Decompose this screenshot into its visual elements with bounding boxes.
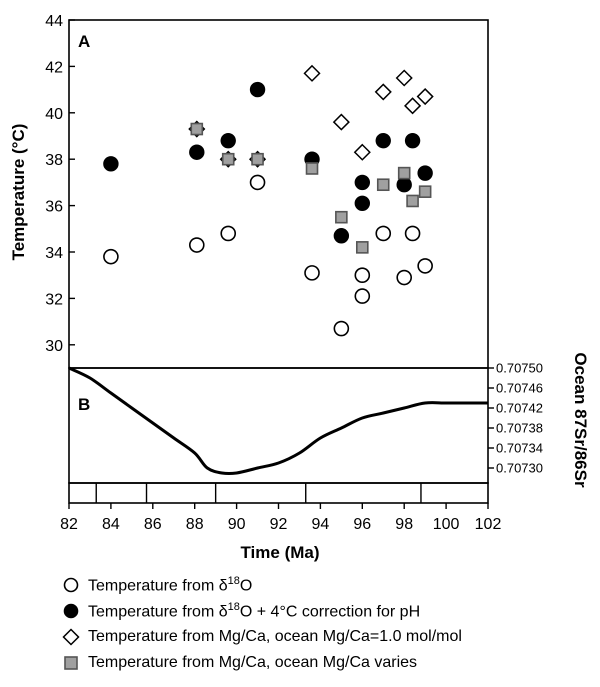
open-circle-point <box>396 269 413 286</box>
gray-square-point <box>355 241 369 254</box>
stage-strip <box>68 482 489 504</box>
open-diamond-point <box>332 113 350 131</box>
open-circle-point <box>188 237 205 253</box>
x-tick-label: 102 <box>475 516 502 533</box>
x-tick-label: 86 <box>144 516 162 533</box>
panel-a-label: A <box>78 32 90 51</box>
open-circle-point <box>249 174 266 191</box>
y-axis-title-b: Ocean 87Sr/86Sr <box>571 352 590 488</box>
x-tick-label: 84 <box>102 516 120 533</box>
x-tick-label: 94 <box>312 516 330 533</box>
open-circle-point <box>354 288 371 304</box>
open-circle-point <box>333 320 350 337</box>
legend: Temperature from δ18O Temperature from δ… <box>62 572 592 676</box>
filled-circle-point <box>404 132 421 149</box>
panel-b-frame <box>68 367 489 484</box>
y-tick-label-b: 0.70730 <box>496 461 543 476</box>
legend-item-d18o-ph: Temperature from δ18O + 4°C correction f… <box>62 598 592 624</box>
filled-circle-point <box>354 195 370 211</box>
open-diamond-icon <box>62 628 80 646</box>
gray-square-point <box>397 166 411 180</box>
y-tick-label-a: 42 <box>45 59 63 76</box>
y-tick-label-a: 36 <box>45 199 63 216</box>
y-tick-label-b: 0.70734 <box>496 441 543 456</box>
gray-square-point <box>376 178 390 192</box>
legend-item-d18o: Temperature from δ18O <box>62 572 592 598</box>
legend-label-mgca-varies: Temperature from Mg/Ca, ocean Mg/Ca vari… <box>88 654 418 671</box>
open-diamond-point <box>303 64 321 82</box>
stage-boundaries <box>95 483 422 503</box>
legend-item-mgca-const: Temperature from Mg/Ca, ocean Mg/Ca=1.0 … <box>62 624 592 650</box>
filled-circle-point <box>396 177 412 193</box>
y-tick-label-b: 0.70742 <box>496 401 543 416</box>
filled-circle-point <box>220 132 236 149</box>
gray-square-point <box>190 122 204 136</box>
open-circle-point <box>304 265 320 281</box>
open-circle-point <box>404 225 421 242</box>
x-tick-label: 96 <box>353 516 371 533</box>
filled-circle-point <box>333 228 350 244</box>
panel-b-y-axis: 0.70750 0.70746 0.70742 0.70738 0.70734 0.707… <box>488 361 543 476</box>
sr-curve-group <box>68 366 488 476</box>
x-axis: 82 84 86 88 90 92 94 96 98 100 102 <box>60 503 501 533</box>
open-circle-point <box>375 225 392 242</box>
y-tick-label-b: 0.70750 <box>496 361 543 376</box>
y-tick-label-a: 40 <box>45 106 63 123</box>
legend-label-d18o-ph: Temperature from δ18O + 4°C correction f… <box>88 600 421 621</box>
data-points <box>103 64 434 337</box>
filled-circle-icon <box>63 603 79 619</box>
open-circle-point <box>354 267 371 284</box>
gray-square-point <box>251 152 264 166</box>
x-tick-label: 88 <box>186 516 204 533</box>
y-tick-label-a: 44 <box>45 13 63 30</box>
x-tick-label: 98 <box>395 516 413 533</box>
open-diamond-point <box>416 87 434 106</box>
legend-label-d18o: Temperature from δ18O <box>88 574 253 595</box>
legend-item-mgca-varies: Temperature from Mg/Ca, ocean Mg/Ca vari… <box>62 650 592 676</box>
open-circle-icon <box>63 577 79 593</box>
gray-square-point <box>305 162 319 175</box>
gray-square-point <box>418 185 432 198</box>
filled-circle-point <box>189 144 205 160</box>
open-diamond-point <box>404 97 422 115</box>
y-tick-label-a: 34 <box>45 245 63 262</box>
panel-a-y-axis: 30 32 34 36 38 40 42 44 <box>45 13 75 355</box>
x-tick-label: 100 <box>433 516 460 533</box>
open-diamond-point <box>374 83 392 101</box>
y-tick-label-a: 38 <box>45 152 63 169</box>
sr-isotope-curve <box>68 366 488 476</box>
x-tick-label: 82 <box>60 516 78 533</box>
x-axis-title: Time (Ma) <box>240 543 319 562</box>
legend-label-mgca-const: Temperature from Mg/Ca, ocean Mg/Ca=1.0 … <box>88 628 462 645</box>
gray-square-point <box>221 152 235 166</box>
panel-b-label: B <box>78 395 90 414</box>
y-axis-title-a: Temperature (°C) <box>9 124 28 261</box>
open-circle-point <box>417 258 433 274</box>
filled-circle-point <box>103 156 119 172</box>
y-tick-label-b: 0.70746 <box>496 381 543 396</box>
x-tick-label: 92 <box>270 516 288 533</box>
open-diamond-point <box>353 143 371 161</box>
open-diamond-point <box>395 69 413 87</box>
y-tick-label-b: 0.70738 <box>496 421 543 436</box>
gray-square-point <box>406 194 419 208</box>
gray-square-point <box>335 210 348 224</box>
gray-square-icon <box>64 656 78 670</box>
open-circle-point <box>220 225 237 242</box>
x-tick-label: 90 <box>228 516 246 533</box>
filled-circle-point <box>417 165 433 181</box>
open-circle-point <box>103 248 119 265</box>
filled-circle-point <box>354 174 370 191</box>
y-tick-label-a: 32 <box>45 291 63 308</box>
filled-circle-point <box>375 132 391 149</box>
y-tick-label-a: 30 <box>45 338 63 355</box>
filled-circle-point <box>249 81 266 98</box>
